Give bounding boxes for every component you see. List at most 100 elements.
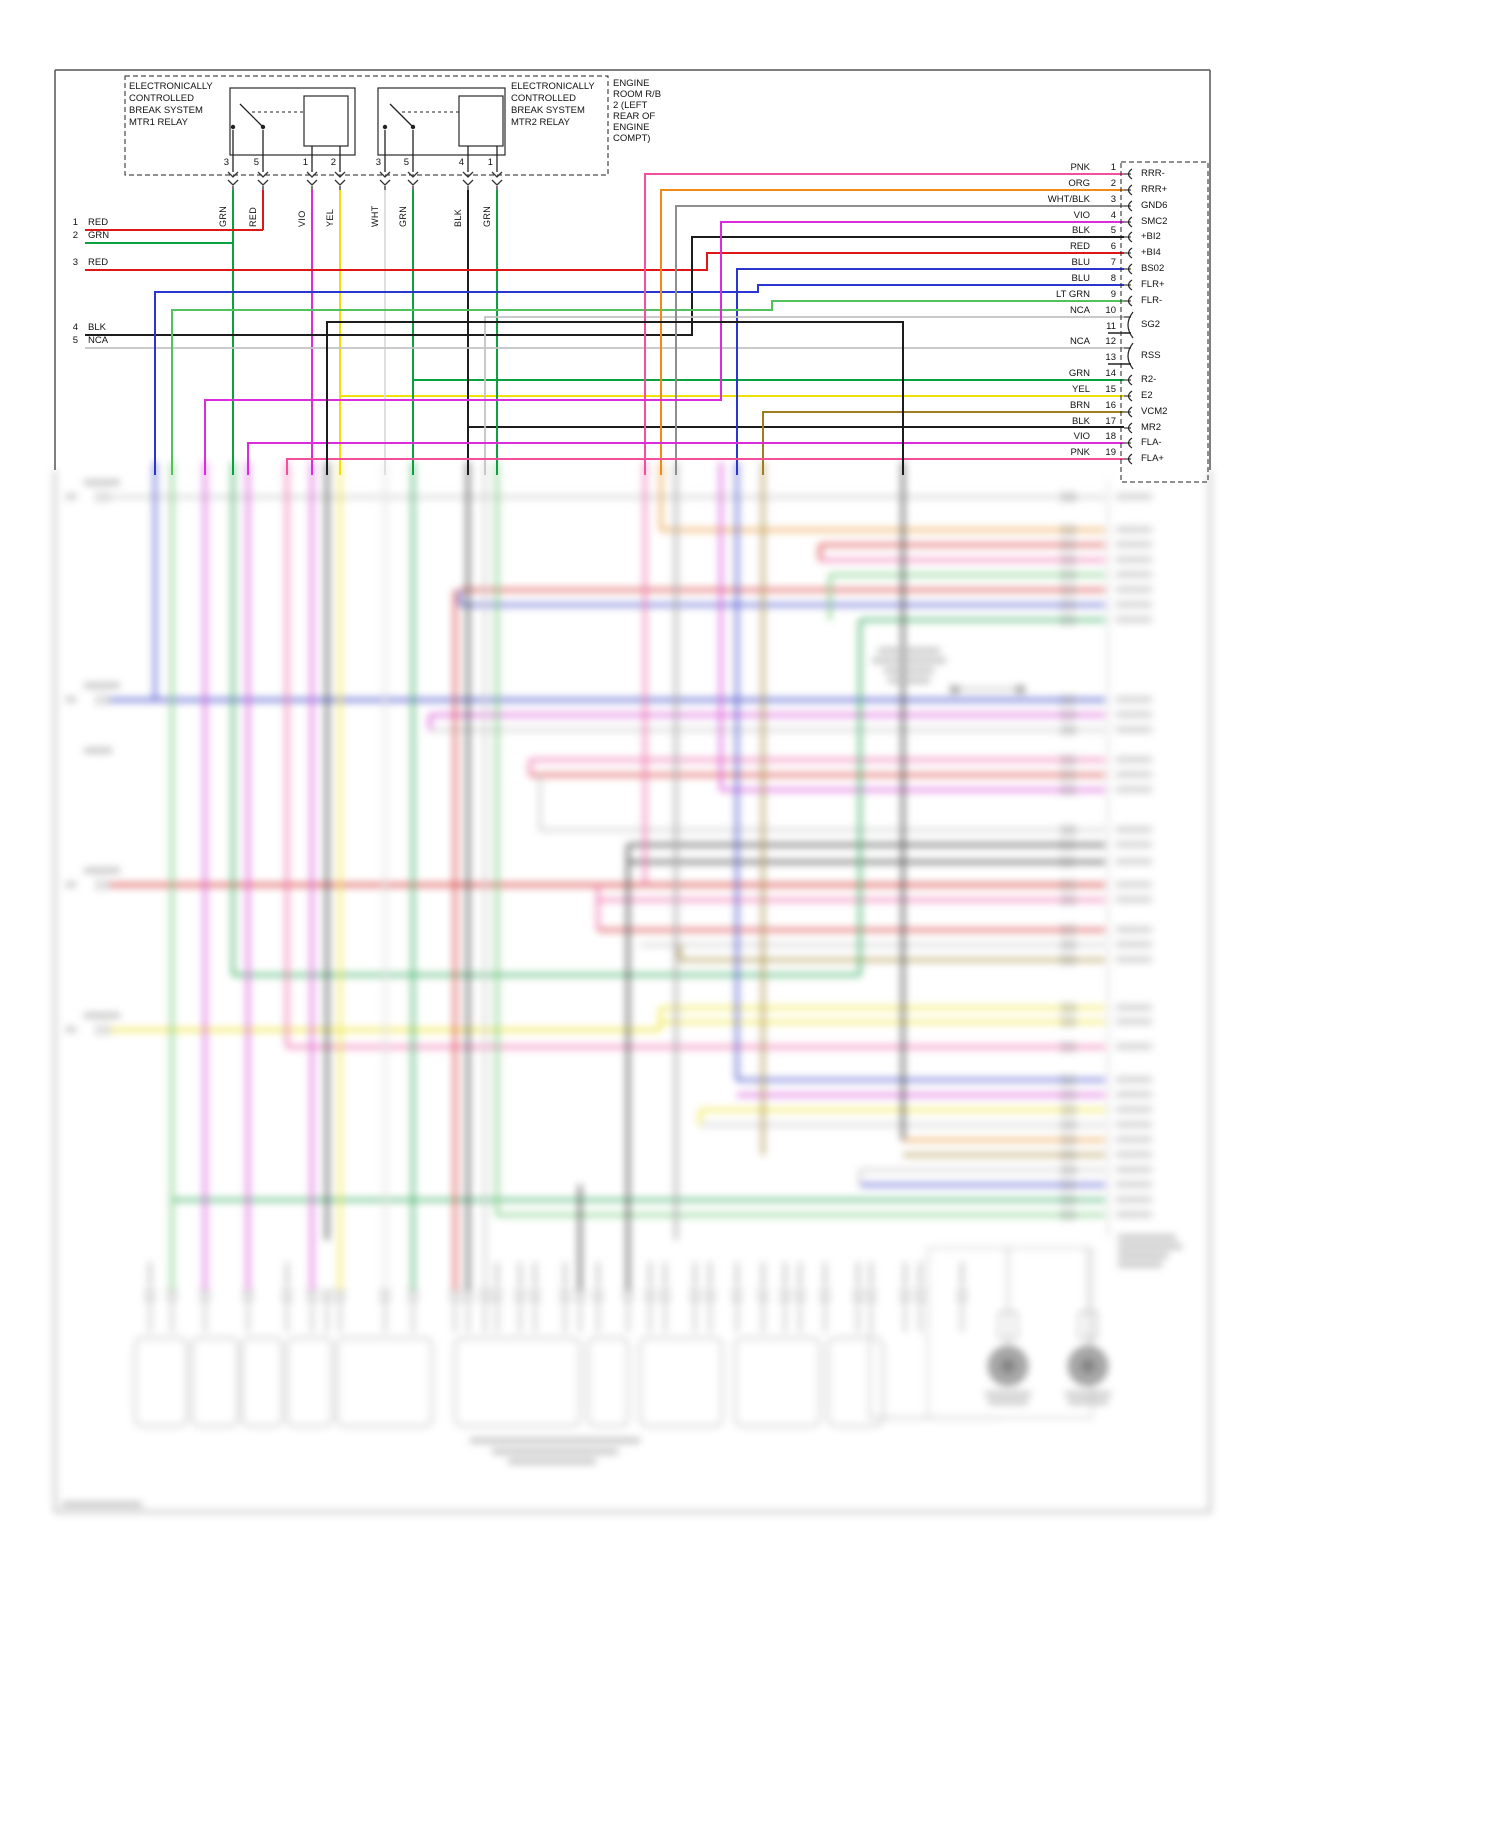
connector-wire-color: NCA	[1069, 305, 1090, 316]
connector-signal-label: RRR-	[1141, 168, 1165, 179]
connector-pin-number: 17	[1105, 416, 1116, 427]
left-wire-color: BLK	[88, 322, 106, 333]
wire-18-lt-grn	[171, 300, 1124, 475]
wire-21-org	[660, 189, 1124, 475]
relay-block-location: COMPT)	[613, 133, 651, 144]
connector-pin-number: 7	[1110, 257, 1116, 268]
connector-pin-number: 15	[1105, 384, 1116, 395]
connector-signal-label: GND6	[1141, 200, 1168, 211]
relay-block-location: ENGINE	[613, 122, 650, 133]
connector-wire-color: BLU	[1071, 273, 1090, 284]
left-wire-color: NCA	[88, 335, 109, 346]
wire-22-wht-blk	[675, 205, 1124, 475]
connector-wire-color: BLK	[1072, 225, 1090, 236]
connector-signal-label: RSS	[1141, 350, 1161, 361]
blurred-frame	[54, 470, 1211, 1513]
connector-pin-number: 11	[1106, 321, 1116, 332]
connector-wire-color: LT GRN	[1056, 289, 1090, 300]
connector-pin-number: 16	[1105, 400, 1116, 411]
connector-pin-number: 12	[1105, 336, 1116, 347]
wire-color-label: GRN	[218, 205, 228, 227]
wire-16-blu	[736, 268, 1124, 475]
wire-14-blk	[85, 236, 1124, 336]
connector-signal-label: FLA-	[1141, 437, 1162, 448]
mtr1-relay-label: BREAK SYSTEM	[129, 105, 203, 116]
mtr2-pin-number: 1	[487, 157, 493, 168]
wire-23-vio	[204, 221, 1124, 475]
connector-pin-number: 19	[1105, 447, 1116, 458]
connector-signal-label: MR2	[1141, 422, 1162, 433]
diagram-border	[54, 69, 1211, 470]
wire-color-label: RED	[248, 206, 258, 227]
left-wire-color: GRN	[88, 230, 110, 241]
connector-wire-color: VIO	[1073, 210, 1090, 221]
wire-27-blk	[326, 321, 904, 475]
relay-block-location: 2 (LEFT	[613, 100, 648, 111]
left-wire-color: RED	[88, 257, 109, 268]
mtr1-pin-number: 3	[223, 157, 229, 168]
mtr1-relay-label: CONTROLLED	[129, 93, 194, 104]
wire-20-pnk	[644, 173, 1124, 475]
left-wire-number: 3	[72, 257, 78, 268]
connector-wire-color: BLK	[1072, 416, 1090, 427]
left-wire-number: 2	[72, 230, 78, 241]
connector-signal-label: FLR+	[1141, 279, 1165, 290]
connector-wire-color: ORG	[1068, 178, 1090, 189]
connector-wire-color: PNK	[1070, 162, 1090, 173]
connector-pin-number: 8	[1110, 273, 1116, 284]
connector-wire-color: BRN	[1069, 400, 1090, 411]
connector-wire-color: GRN	[1068, 368, 1090, 379]
wire-25-vio	[247, 442, 1124, 475]
blurred-wires	[110, 462, 1105, 1332]
connector-signal-label: E2	[1141, 390, 1153, 401]
connector-pin-number: 6	[1110, 241, 1116, 252]
wire-19-nca	[484, 316, 1124, 475]
connector-pin-number: 18	[1105, 431, 1116, 442]
connector-signal-label: BS02	[1141, 263, 1165, 274]
connector-wire-color: NCA	[1069, 336, 1090, 347]
connector-signal-label: VCM2	[1141, 406, 1168, 417]
connector-signal-label: RRR+	[1141, 184, 1168, 195]
mtr1-pin-number: 5	[253, 157, 259, 168]
wire-24-brn	[762, 411, 1124, 475]
left-wire-color: RED	[88, 217, 109, 228]
mtr1-pin-number: 1	[302, 157, 308, 168]
connector-wire-color: PNK	[1070, 447, 1090, 458]
wire-13-red	[85, 252, 1124, 271]
connector-pin-number: 5	[1110, 225, 1116, 236]
connector-signal-label: SMC2	[1141, 216, 1168, 227]
mtr1-relay-label: ELECTRONICALLY	[129, 81, 213, 92]
connector-wire-color: RED	[1069, 241, 1090, 252]
relay-block-location: ROOM R/B	[613, 89, 662, 100]
wire-color-label: GRN	[482, 205, 492, 227]
connector-signal-label: FLR-	[1141, 295, 1163, 306]
left-wire-number: 4	[72, 322, 78, 333]
wire-17-blu	[154, 284, 1124, 475]
connector-signal-label: R2-	[1141, 374, 1157, 385]
connector-signal-label: FLA+	[1141, 453, 1164, 464]
wire-color-label: BLK	[453, 208, 463, 227]
connector-pin-number: 4	[1110, 210, 1116, 221]
connector-pin-number: 3	[1110, 194, 1116, 205]
mtr2-pin-number: 5	[403, 157, 409, 168]
connector-pin-number: 9	[1110, 289, 1116, 300]
wire-26-pnk	[286, 458, 1124, 475]
connector-pin-number: 1	[1110, 162, 1116, 173]
connector-wire-color: VIO	[1073, 431, 1090, 442]
wire-color-label: VIO	[297, 210, 307, 227]
blurred-connectors	[95, 491, 1108, 1427]
mtr1-pin-number: 2	[330, 157, 336, 168]
mtr2-pin-number: 3	[375, 157, 381, 168]
right-connector	[1108, 161, 1209, 483]
connector-wire-color: WHT/BLK	[1047, 194, 1090, 205]
connector-signal-label: SG2	[1141, 319, 1161, 330]
wire-harness	[85, 173, 1124, 475]
wire-color-label: YEL	[325, 208, 335, 227]
connector-signal-label: +BI4	[1141, 247, 1161, 258]
mtr2-relay-label: MTR2 RELAY	[511, 117, 570, 128]
wire-color-label: WHT	[370, 205, 380, 227]
